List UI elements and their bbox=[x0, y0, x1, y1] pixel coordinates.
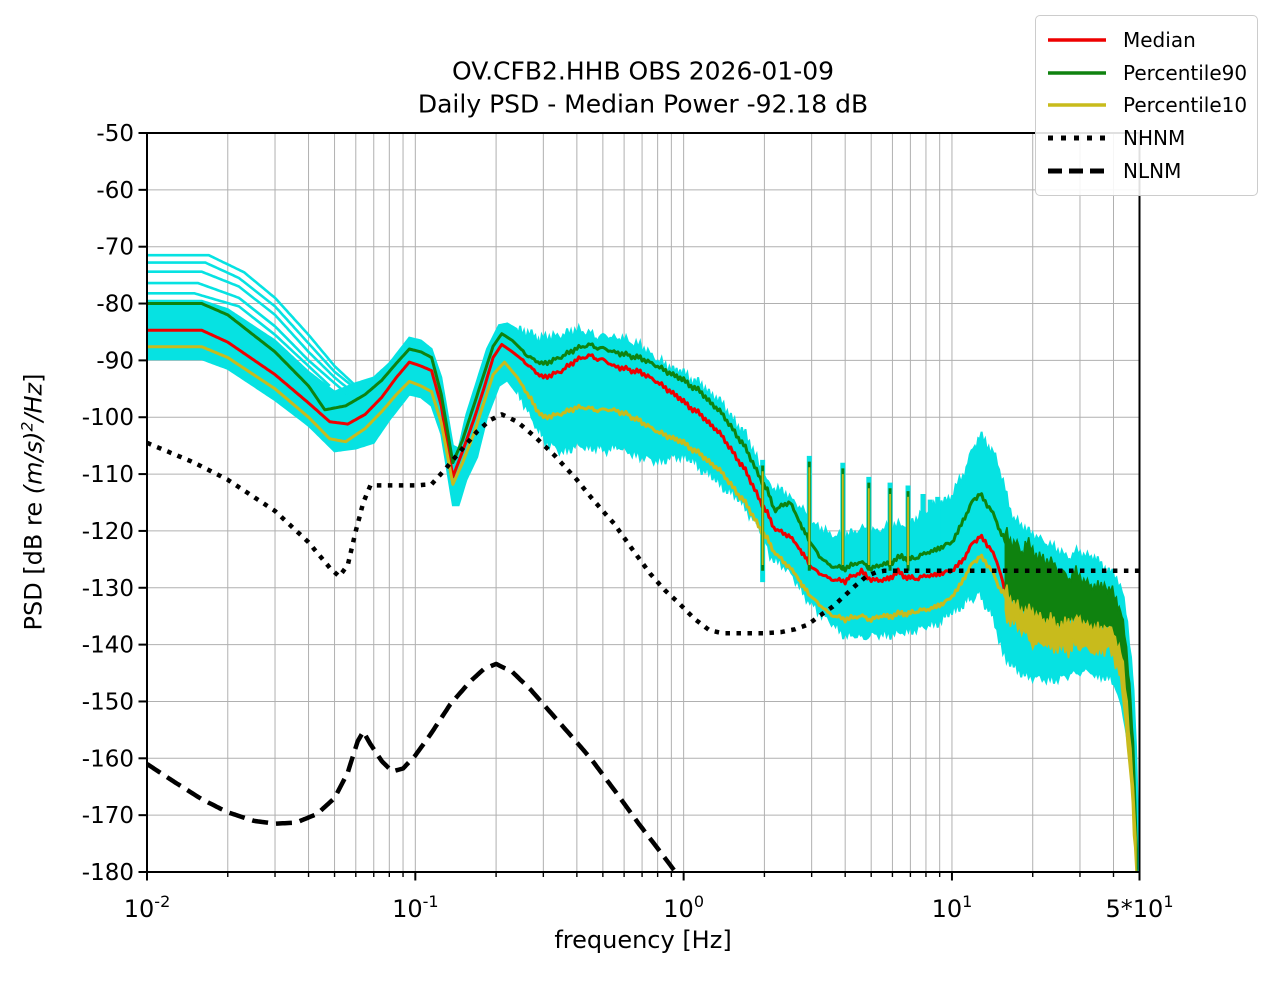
legend-item-percentile90: Percentile90 bbox=[1046, 61, 1247, 85]
x-tick-label: 100 bbox=[663, 892, 704, 923]
legend-item-percentile10: Percentile10 bbox=[1046, 93, 1247, 117]
y-tick-label: -110 bbox=[82, 462, 134, 488]
legend-item-median: Median bbox=[1046, 28, 1247, 52]
y-axis-label-sup: 2 bbox=[18, 421, 37, 432]
y-tick-label: -60 bbox=[96, 178, 134, 204]
legend-label-median: Median bbox=[1123, 28, 1196, 53]
series-individual-psd-line-4 bbox=[147, 281, 349, 396]
legend-line-sample-median bbox=[1048, 38, 1106, 43]
y-tick-label: -140 bbox=[82, 633, 134, 659]
y-tick-label: -120 bbox=[82, 519, 134, 545]
series-percentile10 bbox=[147, 345, 1008, 624]
series-individual-psd-line-1 bbox=[147, 253, 375, 393]
x-tick-label: 10-2 bbox=[124, 892, 171, 923]
legend-label-percentile10: Percentile10 bbox=[1123, 93, 1248, 118]
x-tick-label: 101 bbox=[932, 892, 973, 923]
series-nlnm bbox=[147, 661, 679, 872]
chart-title-line1: OV.CFB2.HHB OBS 2026-01-09 bbox=[451, 56, 835, 86]
y-tick-label: -80 bbox=[96, 292, 134, 318]
legend-label-nhnm: NHNM bbox=[1123, 126, 1186, 151]
y-tick-label: -150 bbox=[82, 689, 134, 715]
chart-title-line2: Daily PSD - Median Power -92.18 dB bbox=[417, 89, 869, 119]
series-median bbox=[147, 328, 1009, 600]
x-axis-label: frequency [Hz] bbox=[554, 926, 732, 954]
y-tick-label: -100 bbox=[82, 405, 134, 431]
x-tick-label: 5*101 bbox=[1105, 892, 1173, 923]
series-individual-psd-line-3 bbox=[147, 270, 353, 393]
series-individual-psd-line-5 bbox=[147, 292, 331, 387]
y-tick-label: -130 bbox=[82, 576, 134, 602]
legend-line-sample-nhnm bbox=[1048, 135, 1106, 141]
y-axis-label-suffix: ] bbox=[19, 373, 48, 383]
legend-label-percentile90: Percentile90 bbox=[1123, 60, 1248, 85]
legend-item-nlnm: NLNM bbox=[1046, 159, 1247, 183]
y-tick-label: -70 bbox=[96, 235, 134, 261]
x-tick-label: 10-1 bbox=[392, 892, 439, 923]
series-percentile10-hf-band bbox=[1004, 584, 1137, 872]
legend-label-nlnm: NLNM bbox=[1123, 158, 1182, 183]
legend-line-sample-percentile10 bbox=[1048, 103, 1106, 108]
y-tick-label: -160 bbox=[82, 746, 134, 772]
y-axis-label-math: (m/s) bbox=[19, 431, 48, 495]
y-axis-label: PSD [dB re (m/s)2/Hz] bbox=[19, 374, 48, 631]
legend-line-sample-nlnm bbox=[1048, 168, 1106, 174]
y-axis-label-math-tail: /Hz bbox=[19, 382, 48, 422]
series-percentile90-hf-band bbox=[1004, 527, 1138, 872]
y-tick-label: -180 bbox=[82, 860, 134, 886]
y-tick-label: -90 bbox=[96, 348, 134, 374]
series-individual-psds-band bbox=[147, 299, 1140, 872]
series-individual-psd-line-2 bbox=[147, 261, 357, 390]
y-tick-label: -170 bbox=[82, 803, 134, 829]
y-axis-label-prefix: PSD [dB re bbox=[19, 494, 48, 631]
plot-series bbox=[147, 253, 1140, 872]
legend-line-sample-percentile90 bbox=[1048, 71, 1106, 75]
legend: Median Percentile90 Percentile10 NHNM NL… bbox=[1035, 15, 1258, 196]
y-tick-label: -50 bbox=[96, 121, 134, 147]
legend-item-nhnm: NHNM bbox=[1046, 126, 1247, 150]
axes-spines bbox=[146, 132, 1141, 873]
